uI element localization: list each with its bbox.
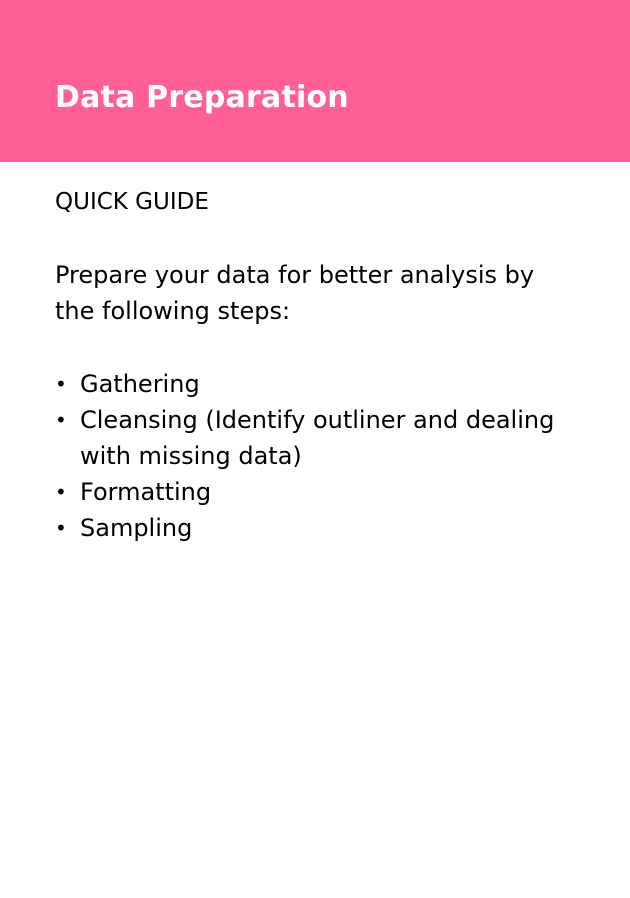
step-label: Formatting <box>80 478 212 506</box>
section-heading: QUICK GUIDE <box>55 189 209 215</box>
list-item: • Gathering <box>55 366 575 402</box>
bullet-icon: • <box>55 516 67 540</box>
steps-list: • Gathering • Cleansing (Identify outlin… <box>55 366 575 546</box>
bullet-icon: • <box>55 408 67 432</box>
page-title: Data Preparation <box>55 80 349 115</box>
bullet-icon: • <box>55 372 67 396</box>
step-label: Cleansing (Identify outliner and dealing… <box>80 406 555 470</box>
list-item: • Formatting <box>55 474 575 510</box>
list-item: • Cleansing (Identify outliner and deali… <box>55 402 575 474</box>
page-header: Data Preparation <box>0 0 630 162</box>
guide-content: QUICK GUIDE Prepare your data for better… <box>0 186 630 546</box>
step-label: Sampling <box>80 514 193 542</box>
step-label: Gathering <box>80 370 200 398</box>
bullet-icon: • <box>55 480 67 504</box>
intro-text: Prepare your data for better analysis by… <box>55 261 535 325</box>
list-item: • Sampling <box>55 510 575 546</box>
